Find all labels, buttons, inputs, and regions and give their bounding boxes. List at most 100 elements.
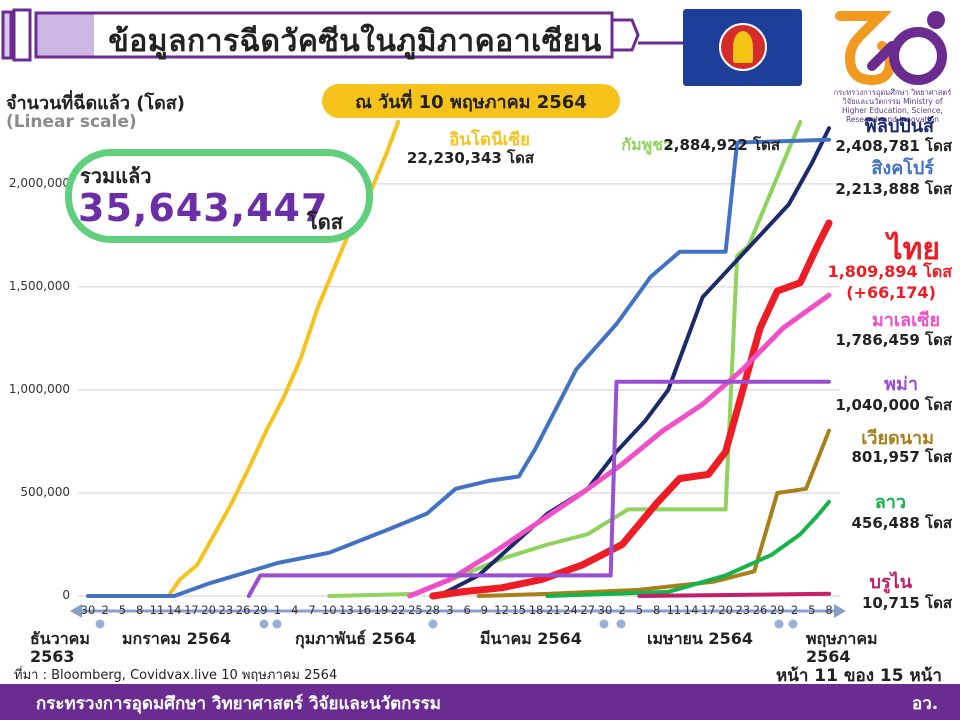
x-axis-arrow-left: [70, 604, 82, 618]
x-tick-label: 17: [701, 603, 716, 617]
footer-ministry: กระทรวงการอุดมศึกษา วิทยาศาสตร์ วิจัยและ…: [36, 694, 441, 714]
y-tick-label: 500,000: [20, 484, 70, 499]
total-box: [65, 149, 373, 243]
x-tick-label: 11: [666, 603, 682, 617]
series-change-label: (+66,174): [846, 283, 936, 302]
x-tick-label: 1: [273, 603, 282, 617]
total-label: รวมแล้ว: [80, 164, 152, 188]
x-tick-label: 11: [149, 603, 165, 617]
x-tick-label: 8: [825, 603, 833, 617]
total-unit: โดส: [307, 210, 343, 234]
x-tick-label: 5: [118, 603, 127, 617]
series-name-label: ฟิลิปปินส์: [864, 116, 934, 137]
series-line-9: [637, 591, 831, 598]
x-tick-label: 13: [339, 603, 354, 617]
x-tick-label: 15: [511, 603, 527, 617]
x-tick-label: 27: [580, 603, 596, 617]
x-tick-label: 3: [446, 603, 454, 617]
ministry-logo-text: กระทรวงการอุดมศึกษา วิทยาศาสตร์ วิจัยและ…: [833, 88, 952, 124]
series-value-label: 1,040,000 โดส: [835, 396, 952, 414]
x-tick-label: 24: [563, 603, 578, 617]
y-scale-note: (Linear scale): [6, 112, 137, 132]
x-tick-label: 20: [201, 603, 216, 617]
x-tick-label: 18: [528, 603, 544, 617]
x-tick-label: 23: [218, 603, 234, 617]
series-value-label: 2,213,888 โดส: [835, 180, 952, 198]
series-name-label: กัมพูชา: [621, 135, 672, 154]
month-label: กุมภาพันธ์ 2564: [295, 629, 417, 648]
series-name-label: เวียดนาม: [861, 428, 934, 449]
series-name-label: อินโดนีเซีย: [449, 130, 530, 150]
series-line-3: [86, 137, 831, 598]
x-tick-label: 28: [425, 603, 440, 617]
month-divider-dot: [259, 619, 269, 629]
month-divider-dot: [774, 619, 784, 629]
month-divider-dot: [788, 619, 798, 629]
series-line-4: [429, 219, 833, 600]
header-syringe-banner: [1, 8, 683, 62]
x-tick-label: 20: [718, 603, 733, 617]
series-value-label: 801,957 โดส: [851, 448, 953, 466]
total-value: 35,643,447: [78, 186, 329, 230]
series-name-label: ไทย: [887, 232, 940, 267]
x-tick-label: 25: [408, 603, 423, 617]
series-name-label: สิงคโปร์: [871, 158, 934, 179]
series-value-label: 10,715 โดส: [861, 594, 952, 612]
series-name-label: ลาว: [874, 492, 906, 513]
y-tick-label: 2,000,000: [8, 175, 70, 190]
y-tick-label: 1,000,000: [8, 381, 70, 396]
x-tick-label: 16: [356, 603, 372, 617]
x-tick-label: 6: [463, 603, 471, 617]
month-label: มกราคม 2564: [122, 629, 232, 648]
series-line-5: [407, 292, 832, 599]
page-number: หน้า 11 ของ 15 หน้า: [776, 666, 942, 686]
month-divider-dot: [599, 619, 609, 629]
x-tick-label: 5: [808, 603, 816, 617]
series-value-label: 456,488 โดส: [851, 514, 953, 532]
series-value-label: 1,786,459 โดส: [835, 331, 952, 349]
x-tick-label: 9: [480, 603, 488, 617]
x-tick-label: 5: [635, 603, 644, 617]
x-tick-label: 22: [390, 603, 406, 617]
series-value-label: 1,809,894 โดส: [827, 262, 952, 281]
x-tick-label: 7: [308, 603, 316, 617]
series-value-label: 22,230,343 โดส: [406, 149, 534, 167]
x-tick-label: 26: [235, 603, 251, 617]
month-label: ธันวาคม 2563: [30, 629, 90, 666]
x-tick-label: 12: [494, 603, 509, 617]
x-tick-label: 14: [683, 603, 699, 617]
footer-bar: [0, 684, 960, 720]
x-tick-label: 30: [597, 603, 613, 617]
page-title: ข้อมูลการฉีดวัคซีนในภูมิภาคอาเซียน: [108, 23, 602, 59]
x-tick-label: 10: [321, 603, 337, 617]
series-line-7: [476, 428, 831, 598]
month-divider-dot: [95, 619, 105, 629]
month-divider-dot: [272, 619, 282, 629]
month-label: พฤษภาคม 2564: [806, 629, 878, 666]
month-label: มีนาคม 2564: [480, 629, 582, 648]
x-tick-label: 2: [618, 603, 626, 617]
x-tick-label: 19: [373, 603, 389, 617]
series-line-2: [436, 126, 831, 598]
y-tick-label: 0: [62, 588, 70, 602]
x-tick-label: 4: [291, 603, 299, 617]
month-divider-dot: [428, 619, 438, 629]
y-axis-title: จำนวนที่ฉีดแล้ว (โดส): [6, 93, 185, 114]
x-tick-label: 30: [80, 603, 96, 617]
x-axis-arrow-right: [834, 604, 846, 618]
ministry-logo: [835, 11, 947, 86]
x-tick-label: 2: [101, 603, 109, 617]
series-name-label: บรูไน: [869, 572, 912, 593]
x-tick-label: 21: [545, 603, 561, 617]
x-tick-label: 26: [752, 603, 768, 617]
series-line-6: [246, 379, 831, 598]
month-label: เมษายน 2564: [647, 629, 753, 648]
series-value-label: 2,408,781 โดส: [835, 137, 952, 155]
series-name-label: มาเลเซีย: [871, 310, 940, 331]
x-tick-label: 14: [166, 603, 182, 617]
source-note: ที่มา : Bloomberg, Covidvax.live 10 พฤษภ…: [14, 668, 338, 683]
x-tick-label: 29: [252, 603, 268, 617]
asean-flag: [683, 9, 802, 86]
month-divider-dot: [616, 619, 626, 629]
series-line-8: [545, 499, 831, 598]
